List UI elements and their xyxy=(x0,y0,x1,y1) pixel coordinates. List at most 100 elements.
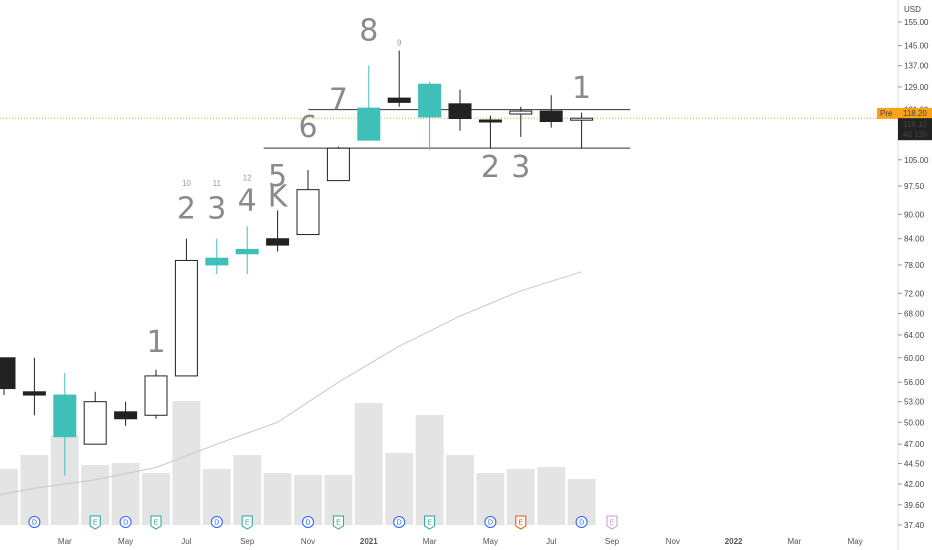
badge-letter: E xyxy=(427,520,432,527)
price-tick-label: 39.60 xyxy=(904,501,925,510)
price-axis: USD 37.40 39.60 42.00 44.50 47.00 50.00 53.00 5… xyxy=(897,0,932,550)
candle-body xyxy=(478,119,502,123)
count-label: 5 xyxy=(268,159,287,194)
count-small-label: 10 xyxy=(182,179,191,188)
countdown: 4d 12h xyxy=(903,130,927,139)
volume-bar xyxy=(172,401,201,525)
earnings-badge[interactable]: E xyxy=(332,515,344,530)
date-tick-label: Sep xyxy=(605,537,620,546)
badge-shape xyxy=(150,515,162,530)
usd-label: USD xyxy=(904,5,921,14)
price-tick-label: 44.50 xyxy=(904,460,925,469)
price-tick-label: 42.00 xyxy=(904,480,925,489)
badge-shape xyxy=(484,516,497,528)
earnings-badge[interactable]: E xyxy=(89,515,101,530)
badge-letter: E xyxy=(93,520,98,527)
badge-shape xyxy=(241,515,253,530)
earnings-badge[interactable]: E xyxy=(241,515,253,530)
count-label: 1 xyxy=(146,325,165,360)
price-tick-label: 53.00 xyxy=(904,398,925,407)
dividend-badge[interactable]: D xyxy=(210,516,223,528)
price-tick-label: 60.00 xyxy=(904,354,925,363)
count-small-label: 12 xyxy=(243,174,252,183)
count-label: K xyxy=(268,180,289,215)
candle-body xyxy=(509,110,533,115)
badge-letter: E xyxy=(610,520,615,527)
candle-body xyxy=(326,147,350,182)
last-price-value: 118.10 xyxy=(903,120,927,129)
count-label: 2 xyxy=(481,150,500,185)
pre-label: Pre xyxy=(880,109,893,118)
candle-body xyxy=(357,107,381,141)
candle-body xyxy=(235,248,259,255)
moving-average-line xyxy=(0,271,582,496)
count-small-label: 11 xyxy=(213,179,222,188)
date-tick-label: 2022 xyxy=(725,537,743,546)
date-tick-label: Nov xyxy=(301,537,315,546)
price-tick-label: 137.00 xyxy=(904,62,929,71)
candle-body xyxy=(387,97,411,103)
earnings-badge[interactable]: E xyxy=(515,515,527,530)
price-tick-label: 105.00 xyxy=(904,156,929,165)
badge-shape xyxy=(210,516,223,528)
earnings-badge[interactable]: E xyxy=(424,515,436,530)
last-price-tag xyxy=(898,118,932,141)
moving-average-path xyxy=(0,271,582,496)
candle-body xyxy=(539,110,563,123)
volume-bar xyxy=(385,453,414,525)
badge-letter: D xyxy=(305,520,310,527)
date-tick-label: Nov xyxy=(666,537,680,546)
price-tick-label: 84.00 xyxy=(904,235,925,244)
candle-body xyxy=(296,189,320,236)
candle-body xyxy=(448,103,472,119)
volume-bar xyxy=(537,467,566,525)
candles xyxy=(0,50,594,476)
badge-shape xyxy=(119,516,132,528)
price-tick-label: 47.00 xyxy=(904,440,925,449)
pre-value-tag xyxy=(898,107,932,119)
badge-letter: E xyxy=(518,520,523,527)
badge-shape xyxy=(332,515,344,530)
volume-bar xyxy=(415,415,444,525)
badge-letter: D xyxy=(214,520,219,527)
volume-bar xyxy=(0,469,18,525)
candle-body xyxy=(114,411,138,420)
badge-letter: D xyxy=(123,520,128,527)
pre-value: 118.20 xyxy=(903,109,927,118)
candle-body xyxy=(144,375,168,416)
candle-body xyxy=(418,83,442,118)
badge-shape xyxy=(302,516,314,528)
date-tick-label: 2021 xyxy=(360,537,378,546)
dividend-badge[interactable]: D xyxy=(575,516,588,528)
price-tick-label: 145.00 xyxy=(904,42,929,51)
dividend-badge[interactable]: D xyxy=(393,516,406,528)
date-tick-label: May xyxy=(118,537,133,546)
date-tick-label: May xyxy=(483,537,498,546)
candle-body xyxy=(22,391,46,396)
earnings-badge[interactable]: E xyxy=(150,515,162,530)
price-tick-label: 129.00 xyxy=(904,83,929,92)
earnings-badge[interactable]: E xyxy=(606,515,618,530)
badge-shape xyxy=(606,515,618,530)
count-label: 3 xyxy=(207,191,226,226)
date-tick-label: Jul xyxy=(546,537,556,546)
candle-body xyxy=(83,401,107,445)
price-tick-label: 64.00 xyxy=(904,331,925,340)
count-label: 6 xyxy=(298,110,317,145)
candle-body xyxy=(570,117,594,121)
badge-shape xyxy=(28,516,41,528)
count-label: 8 xyxy=(359,14,378,49)
volume-bar xyxy=(233,455,262,525)
dividend-badge[interactable]: D xyxy=(28,516,41,528)
candle-body xyxy=(53,394,77,438)
count-label: 3 xyxy=(511,150,530,185)
dividend-badge[interactable]: D xyxy=(119,516,132,528)
date-tick-label: Mar xyxy=(58,537,72,546)
dividend-badge[interactable]: D xyxy=(484,516,497,528)
volume-bar xyxy=(446,455,474,525)
badge-letter: E xyxy=(154,520,159,527)
dividend-badge[interactable]: D xyxy=(302,516,314,528)
